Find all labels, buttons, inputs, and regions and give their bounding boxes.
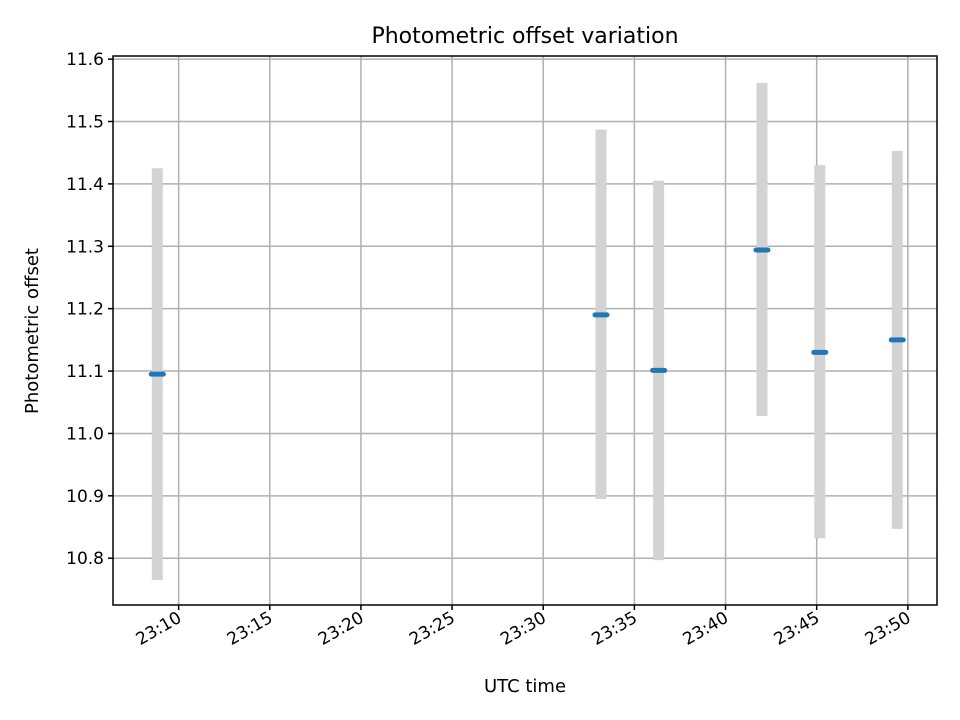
y-tick-label: 11.4 (66, 175, 104, 195)
x-tick-label: 23:50 (862, 608, 914, 650)
y-tick-label: 11.3 (66, 237, 104, 257)
grid-layer (113, 56, 937, 605)
x-tick-label: 23:35 (588, 608, 640, 650)
y-tick-label: 10.8 (66, 549, 104, 569)
y-tick-label: 11.5 (66, 113, 104, 133)
x-tick-label: 23:20 (315, 608, 367, 650)
x-tick-label: 23:40 (680, 608, 732, 650)
x-axis-label: UTC time (484, 676, 566, 697)
point-layer (148, 247, 906, 377)
x-tick-label: 23:25 (406, 608, 458, 650)
y-tick-label: 10.9 (66, 487, 104, 507)
y-tick-label: 11.6 (66, 50, 104, 70)
tick-layer: 10.8 10.9 11.0 11.1 11.2 11.3 11.4 11.5 11.6 23:1… (66, 50, 914, 650)
x-tick-label: 23:10 (133, 608, 185, 650)
y-axis-label: Photometric offset (22, 248, 43, 414)
y-tick-label: 11.0 (66, 424, 104, 444)
y-tick-label: 11.2 (66, 300, 104, 320)
x-tick-label: 23:45 (771, 608, 823, 650)
y-tick-label: 11.1 (66, 362, 104, 382)
chart-title: Photometric offset variation (371, 24, 678, 49)
x-tick-label: 23:30 (497, 608, 549, 650)
errorbar-layer (151, 82, 903, 581)
x-tick-label: 23:15 (224, 608, 276, 650)
plot-frame (112, 55, 938, 606)
